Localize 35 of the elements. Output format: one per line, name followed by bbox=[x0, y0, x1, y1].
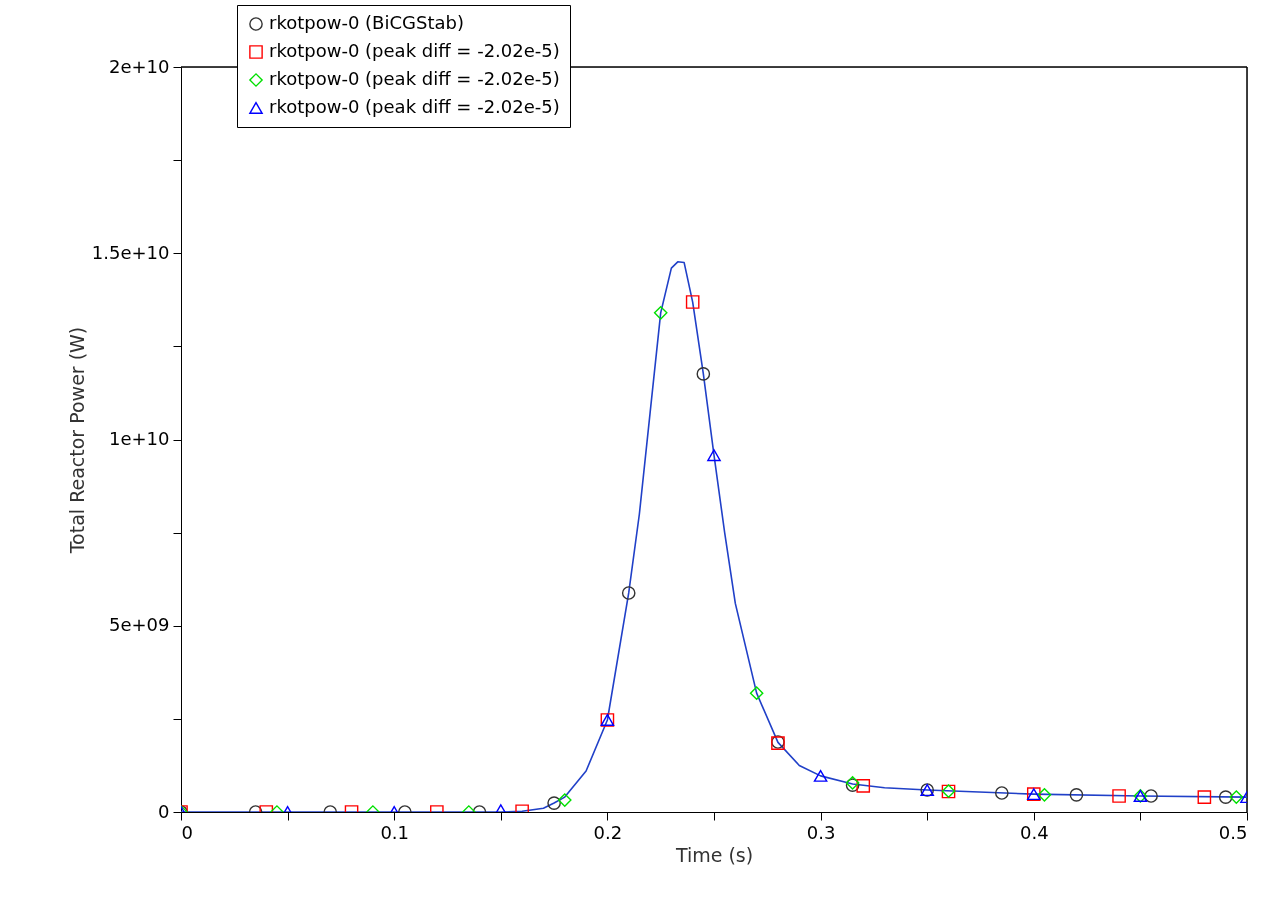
point bbox=[547, 796, 561, 810]
point bbox=[1037, 788, 1052, 802]
legend-label: rkotpow-0 (BiCGStab) bbox=[269, 12, 464, 33]
point bbox=[707, 449, 721, 462]
x-axis-title: Time (s) bbox=[674, 843, 754, 866]
point bbox=[653, 306, 668, 320]
point bbox=[1144, 789, 1158, 803]
x-tick-label: 0.1 bbox=[380, 821, 410, 843]
x-tick-label: 0.2 bbox=[593, 821, 623, 843]
point bbox=[856, 779, 871, 793]
legend-label: rkotpow-0 (peak diff = -2.02e-5) bbox=[269, 96, 560, 117]
x-tick-label: 0.4 bbox=[1019, 821, 1049, 843]
point bbox=[685, 295, 700, 309]
x-tick-label: 0.5 bbox=[1218, 821, 1248, 843]
point bbox=[696, 367, 711, 381]
legend-label: rkotpow-0 (peak diff = -2.02e-5) bbox=[269, 68, 560, 89]
y-tick-label: 1.5e+10 bbox=[91, 241, 170, 263]
y-tick-label: 0 bbox=[158, 800, 170, 822]
x-tick-label: 0 bbox=[181, 821, 193, 843]
point bbox=[1197, 790, 1212, 804]
point bbox=[1229, 790, 1244, 804]
legend-label: rkotpow-0 (peak diff = -2.02e-5) bbox=[269, 40, 560, 61]
point bbox=[1069, 788, 1084, 802]
point bbox=[1112, 789, 1126, 803]
x-tick-label: 0.3 bbox=[806, 821, 836, 843]
point bbox=[1218, 790, 1233, 804]
point bbox=[749, 686, 764, 700]
y-tick-label: 2e+10 bbox=[108, 55, 170, 77]
point bbox=[995, 786, 1009, 800]
y-tick-label: 1e+10 bbox=[108, 428, 170, 449]
y-axis-title: Total Reactor Power (W) bbox=[65, 326, 88, 555]
point bbox=[557, 793, 572, 807]
y-tick-label: 5e+09 bbox=[108, 614, 170, 636]
point bbox=[813, 769, 828, 782]
point bbox=[621, 586, 636, 600]
